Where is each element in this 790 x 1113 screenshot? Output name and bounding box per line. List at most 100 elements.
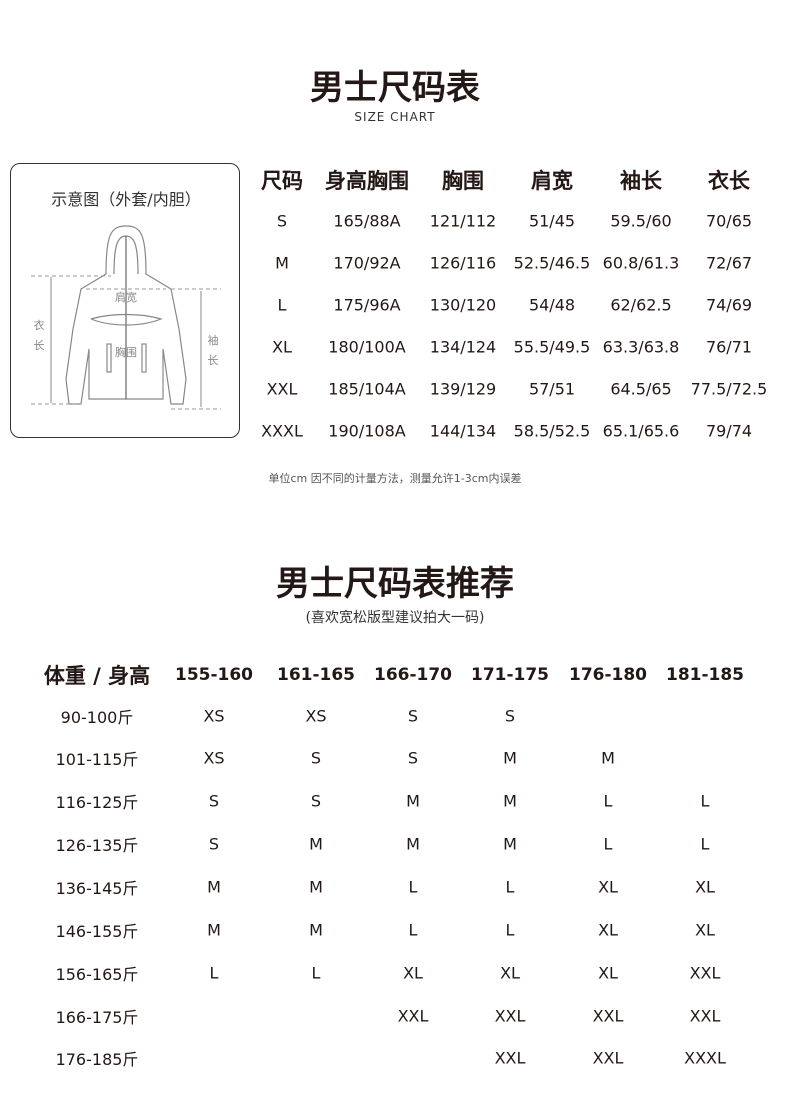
table-cell: 55.5/49.5 — [513, 337, 591, 357]
column-header: 肩宽 — [531, 169, 573, 193]
size-cell: XS — [203, 748, 225, 768]
sleeve-label-2: 长 — [208, 354, 219, 367]
table-cell: 57/51 — [528, 379, 576, 399]
height-header: 155-160 — [174, 665, 254, 685]
chest-label: 胸围 — [115, 345, 137, 359]
recommendation-title: 男士尺码表推荐 — [276, 564, 514, 604]
size-cell: M — [207, 877, 221, 897]
table-cell: 54/48 — [528, 295, 576, 315]
table-cell: S — [276, 211, 288, 231]
table-cell: 139/129 — [429, 379, 497, 399]
recommendation-subtitle: (喜欢宽松版型建议拍大一码) — [305, 610, 485, 626]
table-cell: XXXL — [261, 421, 303, 441]
size-cell: XL — [598, 963, 618, 983]
table-cell: 121/112 — [429, 211, 497, 231]
size-cell: M — [207, 920, 221, 940]
size-cell: XL — [598, 877, 618, 897]
diagram-title: 示意图（外套/内胆） — [51, 190, 201, 209]
measurement-note: 单位cm 因不同的计量方法，测量允许1-3cm内误差 — [268, 472, 522, 485]
size-cell: XS — [305, 706, 327, 726]
size-cell: XXL — [397, 1006, 429, 1026]
table-cell: 79/74 — [705, 421, 753, 441]
size-cell: M — [503, 834, 517, 854]
table-cell: 130/120 — [429, 295, 497, 315]
table-cell: 77.5/72.5 — [690, 379, 768, 399]
size-chart-subtitle: SIZE CHART — [354, 110, 436, 124]
size-cell: S — [407, 706, 419, 726]
size-cell: XL — [695, 877, 715, 897]
table-cell: 134/124 — [429, 337, 497, 357]
table-cell: 70/65 — [705, 211, 753, 231]
size-cell: XXL — [494, 1006, 526, 1026]
size-cell: M — [503, 791, 517, 811]
size-cell: S — [310, 791, 322, 811]
size-cell: M — [601, 748, 615, 768]
size-cell: XS — [203, 706, 225, 726]
size-cell: M — [503, 748, 517, 768]
size-cell: L — [408, 920, 418, 940]
size-cell: S — [310, 748, 322, 768]
column-header: 尺码 — [261, 169, 303, 193]
weight-label: 156-165斤 — [55, 965, 139, 984]
size-cell: L — [700, 791, 710, 811]
column-header: 身高胸围 — [325, 169, 409, 193]
length-label-1: 衣 — [34, 318, 45, 332]
weight-label: 116-125斤 — [55, 793, 139, 812]
size-chart-title: 男士尺码表 — [310, 68, 480, 108]
table-cell: 51/45 — [528, 211, 576, 231]
height-header: 176-180 — [568, 665, 648, 685]
table-cell: 62/62.5 — [610, 295, 672, 315]
size-cell: XXXL — [684, 1048, 726, 1068]
size-cell: L — [505, 877, 515, 897]
table-cell: 144/134 — [429, 421, 497, 441]
size-cell: M — [406, 791, 420, 811]
weight-label: 166-175斤 — [55, 1008, 139, 1027]
table-cell: 60.8/61.3 — [602, 253, 680, 273]
table-cell: 72/67 — [705, 253, 753, 273]
table-cell: 126/116 — [429, 253, 497, 273]
size-cell: XL — [403, 963, 423, 983]
table-cell: XXL — [266, 379, 298, 399]
table-cell: 170/92A — [333, 253, 401, 273]
size-cell: XXL — [592, 1048, 624, 1068]
size-cell: L — [311, 963, 321, 983]
table-cell: 165/88A — [333, 211, 401, 231]
size-cell: XL — [500, 963, 520, 983]
size-cell: L — [603, 791, 613, 811]
column-header: 衣长 — [708, 169, 750, 193]
size-cell: S — [208, 834, 220, 854]
size-cell: L — [505, 920, 515, 940]
table-cell: 190/108A — [328, 421, 406, 441]
size-cell: M — [406, 834, 420, 854]
table-cell: 180/100A — [328, 337, 406, 357]
weight-label: 101-115斤 — [55, 750, 139, 769]
table-cell: 63.3/63.8 — [602, 337, 680, 357]
table-cell: 74/69 — [705, 295, 753, 315]
jacket-illustration: 肩宽 胸围 衣 长 袖 长 — [31, 225, 221, 410]
size-cell: M — [309, 920, 323, 940]
column-header: 胸围 — [442, 169, 484, 193]
size-cell: XXL — [689, 963, 721, 983]
weight-label: 146-155斤 — [55, 922, 139, 941]
shoulder-label: 肩宽 — [115, 290, 137, 304]
table-cell: 64.5/65 — [610, 379, 672, 399]
table-cell: 52.5/46.5 — [513, 253, 591, 273]
height-header: 181-185 — [665, 665, 745, 685]
size-cell: XXL — [592, 1006, 624, 1026]
height-header: 166-170 — [373, 665, 453, 685]
jacket-diagram: 示意图（外套/内胆） 肩宽 胸围 衣 长 袖 长 — [10, 163, 240, 438]
size-cell: L — [603, 834, 613, 854]
weight-label: 176-185斤 — [55, 1050, 139, 1069]
size-cell: XXL — [689, 1006, 721, 1026]
size-cell: S — [208, 791, 220, 811]
size-cell: S — [407, 748, 419, 768]
weight-label: 90-100斤 — [60, 708, 134, 727]
size-cell: L — [700, 834, 710, 854]
table-cell: XL — [272, 337, 292, 357]
size-cell: L — [209, 963, 219, 983]
table-cell: L — [277, 295, 287, 315]
length-label-2: 长 — [34, 339, 45, 352]
table-cell: 76/71 — [705, 337, 753, 357]
height-header: 171-175 — [470, 665, 550, 685]
